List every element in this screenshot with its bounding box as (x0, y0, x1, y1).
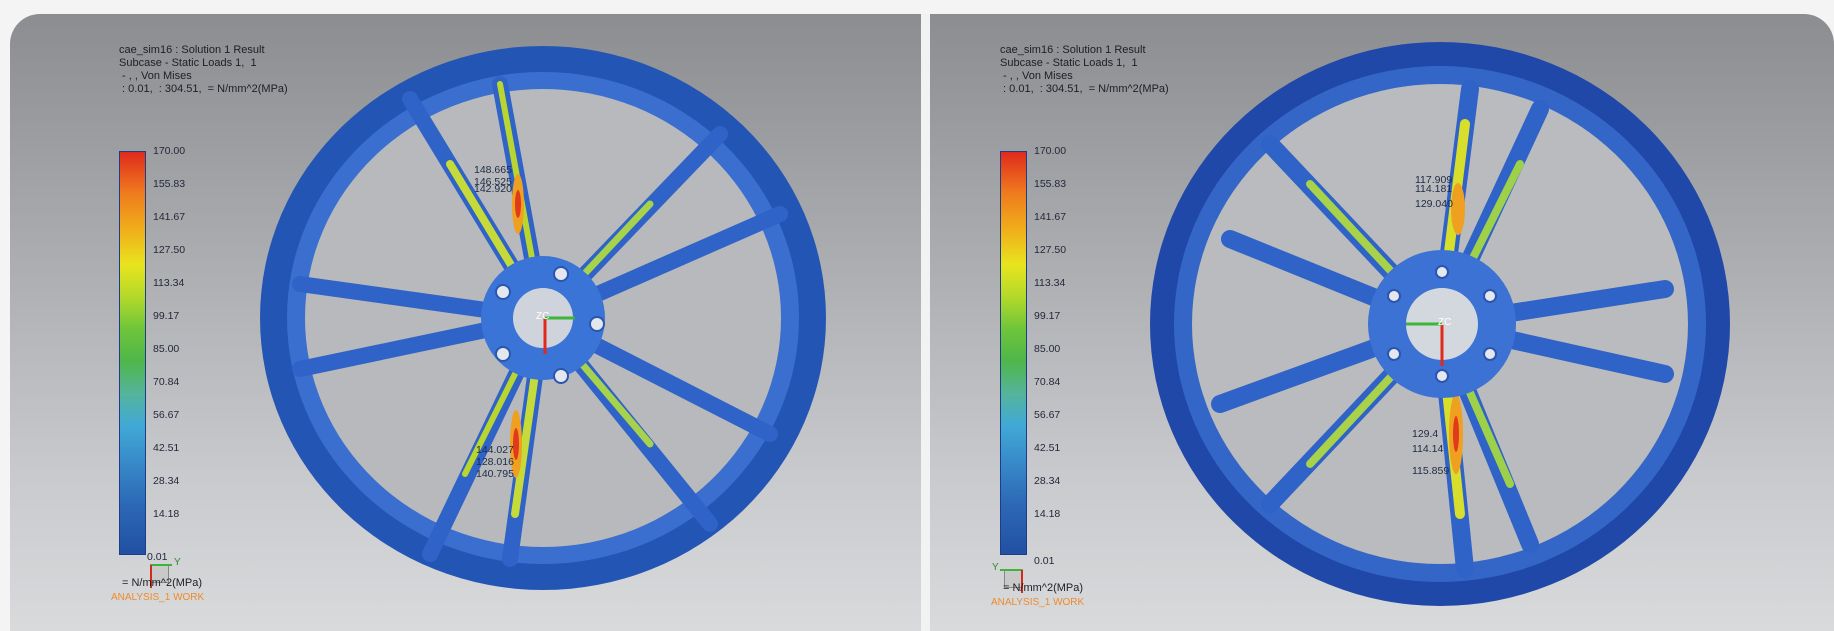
probe-label-group-top: 117.909 114.181 129.040 (1415, 174, 1453, 210)
zc-label: ZC (1438, 317, 1452, 328)
wheel-model-right[interactable] (930, 14, 1834, 631)
legend-value: 170.00 (153, 145, 186, 157)
legend-value: 42.51 (1034, 442, 1061, 454)
legend-value: 99.17 (153, 310, 180, 322)
legend-value: 14.18 (153, 508, 180, 520)
legend-value: 0.01 (147, 551, 168, 563)
units-label: = N/mm^2(MPa) (122, 577, 203, 589)
probe-value: 117.909 (1415, 174, 1453, 186)
probe-label-group-top: 148.665 146.525 142.920 (474, 164, 512, 195)
legend-value: 85.00 (153, 343, 180, 355)
lug-holes (495, 266, 605, 384)
legend-color-bar (119, 151, 146, 555)
work-part-label: ANALYSIS_1 WORK (991, 597, 1085, 608)
coordinate-triad: Y (992, 559, 1052, 619)
units-label: = N/mm^2(MPa) (1003, 582, 1084, 594)
probe-value: 114.14 (1412, 443, 1444, 455)
result-viewport-left[interactable]: cae_sim16 : Solution 1 Result Subcase - … (10, 14, 921, 631)
result-type-label: - , , Von Mises (1000, 70, 1073, 82)
legend-value: 141.67 (1034, 211, 1067, 223)
legend-value: 56.67 (153, 409, 180, 421)
legend-color-bar (1000, 151, 1027, 555)
lug-holes (1387, 265, 1497, 383)
legend-value: 141.67 (153, 211, 186, 223)
legend-value: 155.83 (1034, 178, 1067, 190)
probe-value: 142.920 (474, 183, 512, 195)
probe-value: 148.665 (474, 164, 512, 176)
stress-peak-bottom (1453, 416, 1459, 452)
result-header: cae_sim16 : Solution 1 Result Subcase - … (119, 44, 288, 96)
zc-label: ZC (536, 311, 550, 322)
triad-axis-label: Y (174, 557, 181, 568)
legend-value: 99.17 (1034, 310, 1061, 322)
legend-value: 70.84 (153, 376, 180, 388)
result-range-label: : 0.01, : 304.51, = N/mm^2(MPa) (119, 83, 288, 95)
result-header: cae_sim16 : Solution 1 Result Subcase - … (1000, 44, 1169, 96)
legend-value: 70.84 (1034, 376, 1061, 388)
probe-value: 144.027 (476, 444, 514, 456)
result-type-label: - , , Von Mises (119, 70, 192, 82)
result-title: cae_sim16 : Solution 1 Result (119, 44, 265, 56)
legend-value: 127.50 (1034, 244, 1067, 256)
legend-value: 42.51 (153, 442, 180, 454)
subcase-label: Subcase - Static Loads 1, 1 (1000, 57, 1138, 69)
legend-value: 28.34 (153, 475, 180, 487)
triad-axes-icon (1000, 569, 1023, 593)
legend-value: 56.67 (1034, 409, 1061, 421)
legend-value: 113.34 (1034, 277, 1066, 289)
viewport-divider (921, 14, 930, 631)
result-viewport-right[interactable]: cae_sim16 : Solution 1 Result Subcase - … (930, 14, 1834, 631)
probe-label-group-bottom: 144.027 128.016 140.795 (476, 444, 514, 480)
stress-hotspot-top (1451, 183, 1465, 235)
probe-label-group-bottom: 129.4 114.14 115.859 (1412, 428, 1449, 477)
legend-value: 170.00 (1034, 145, 1067, 157)
probe-value: 115.859 (1412, 465, 1450, 477)
stress-legend: 170.00 155.83 141.67 127.50 113.34 99.17… (119, 145, 239, 581)
triad-axis-label: Y (992, 562, 999, 573)
work-part-label: ANALYSIS_1 WORK (111, 592, 205, 603)
legend-value: 0.01 (1034, 555, 1055, 567)
probe-value: 146.525 (474, 176, 512, 188)
hub-bore (513, 288, 573, 348)
legend-value: 127.50 (153, 244, 186, 256)
coordinate-triad: Y (144, 554, 204, 614)
probe-value: 140.795 (476, 468, 514, 480)
legend-value: 113.34 (153, 277, 185, 289)
probe-value: 129.040 (1415, 198, 1453, 210)
legend-value: 28.34 (1034, 475, 1061, 487)
stress-peak-bottom (513, 428, 519, 460)
legend-value: 14.18 (1034, 508, 1061, 520)
wheel-model-left[interactable] (10, 14, 921, 631)
probe-value: 129.4 (1412, 428, 1439, 440)
stress-peak-top (515, 190, 521, 218)
result-title: cae_sim16 : Solution 1 Result (1000, 44, 1146, 56)
legend-value: 155.83 (153, 178, 186, 190)
probe-value: 114.181 (1415, 183, 1453, 195)
triad-axes-icon (150, 564, 172, 588)
stress-legend: 170.00 155.83 141.67 127.50 113.34 99.17… (1000, 145, 1120, 581)
result-range-label: : 0.01, : 304.51, = N/mm^2(MPa) (1000, 83, 1169, 95)
probe-value: 128.016 (476, 456, 514, 468)
legend-value: 85.00 (1034, 343, 1061, 355)
subcase-label: Subcase - Static Loads 1, 1 (119, 57, 257, 69)
